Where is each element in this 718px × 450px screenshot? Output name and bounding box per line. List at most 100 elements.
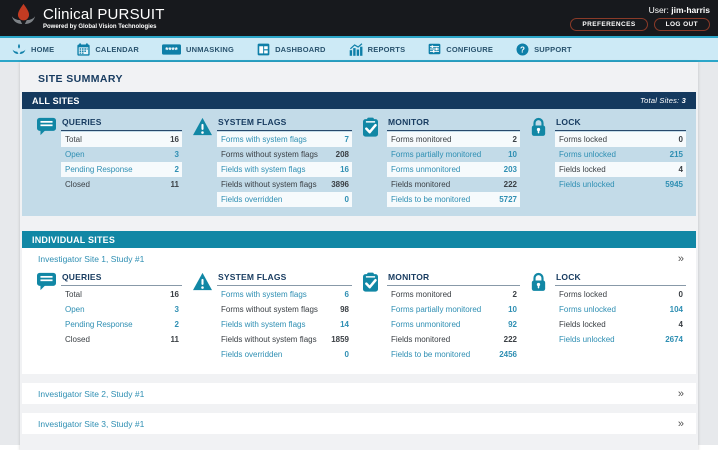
site-name[interactable]: Investigator Site 1, Study #1 — [38, 253, 145, 264]
stat-row-fields-locked: Fields locked 4 — [555, 162, 686, 177]
stat-label: Forms unmonitored — [391, 320, 461, 329]
stat-row-forms-unmonitored[interactable]: Forms unmonitored 203 — [387, 162, 520, 177]
stat-row-open[interactable]: Open 3 — [61, 302, 182, 317]
stat-value: 0 — [344, 350, 349, 359]
nav-item-dashboard[interactable]: DASHBOARD — [257, 43, 326, 56]
nav-item-label: CALENDAR — [95, 44, 139, 54]
stat-row-pending-response[interactable]: Pending Response 2 — [61, 162, 182, 177]
stat-section-monitor: MONITOR Forms monitored 2 Forms partially m… — [362, 271, 520, 362]
lock-icon — [530, 271, 555, 297]
stat-row-fields-with-system-flags[interactable]: Fields with system flags 14 — [217, 317, 352, 332]
stat-row-fields-overridden[interactable]: Fields overridden 0 — [217, 192, 352, 207]
clinical-pursuit-logo-icon — [10, 3, 37, 33]
stat-value: 2 — [512, 290, 517, 299]
stat-label: Fields with system flags — [221, 320, 306, 329]
nav-item-label: UNMASKING — [186, 44, 235, 54]
stat-row-forms-unlocked[interactable]: Forms unlocked 215 — [555, 147, 686, 162]
stat-row-fields-without-system-flags: Fields without system flags 1859 — [217, 332, 352, 347]
nav-item-home[interactable]: HOME — [12, 43, 54, 55]
stat-section-queries: QUERIES Total 16 Open 3 Pending Response 2 Clos… — [36, 271, 182, 362]
stat-label: Total — [65, 290, 82, 299]
stat-row-forms-locked: Forms locked 0 — [555, 287, 686, 302]
stat-label: Pending Response — [65, 165, 133, 174]
stat-value: 98 — [340, 305, 349, 314]
all-sites-title: ALL SITES — [32, 95, 80, 106]
stat-value: 2 — [174, 320, 179, 329]
preferences-button[interactable]: PREFERENCES — [570, 18, 648, 31]
stat-row-fields-with-system-flags[interactable]: Fields with system flags 16 — [217, 162, 352, 177]
stat-label: Fields monitored — [391, 335, 451, 344]
stat-row-fields-without-system-flags: Fields without system flags 3896 — [217, 177, 352, 192]
stat-value: 4 — [678, 165, 683, 174]
stat-label: Fields overridden — [221, 195, 283, 204]
page-title: SITE SUMMARY — [38, 73, 123, 85]
stat-label: Fields locked — [559, 165, 606, 174]
nav-item-unmasking[interactable]: **** UNMASKING — [162, 43, 235, 55]
nav-item-reports[interactable]: REPORTS — [349, 42, 406, 56]
stat-row-forms-with-system-flags[interactable]: Forms with system flags 7 — [217, 132, 352, 147]
stat-section-system-flags: SYSTEM FLAGS Forms with system flags 7 Form… — [192, 116, 352, 207]
stat-row-fields-overridden[interactable]: Fields overridden 0 — [217, 347, 352, 362]
content-card: SITE SUMMARY ALL SITES Total Sites: 3 QU… — [20, 62, 698, 450]
nav-item-support[interactable]: ? SUPPORT — [516, 43, 572, 56]
stat-row-forms-partially-monitored[interactable]: Forms partially monitored 10 — [387, 302, 520, 317]
site-toggle-investigator-site-2-study-1[interactable]: Investigator Site 2, Study #1 » — [22, 383, 696, 404]
expand-chevron-icon[interactable]: » — [677, 417, 684, 430]
stat-value: 203 — [503, 165, 517, 174]
dashboard-icon — [257, 43, 270, 56]
stat-row-forms-with-system-flags[interactable]: Forms with system flags 6 — [217, 287, 352, 302]
stat-row-fields-to-be-monitored[interactable]: Fields to be monitored 5727 — [387, 192, 520, 207]
stat-row-fields-unlocked[interactable]: Fields unlocked 2674 — [555, 332, 686, 347]
stat-value: 222 — [503, 335, 517, 344]
stat-label: Open — [65, 305, 85, 314]
stat-row-closed: Closed 11 — [61, 332, 182, 347]
site-toggle-investigator-site-1-study-1[interactable]: Investigator Site 1, Study #1 » — [22, 248, 696, 269]
sites-list: Investigator Site 1, Study #1 » QUERIES Tot… — [22, 248, 696, 434]
stat-row-forms-unmonitored[interactable]: Forms unmonitored 92 — [387, 317, 520, 332]
svg-text:?: ? — [520, 45, 525, 54]
stat-row-forms-unlocked[interactable]: Forms unlocked 104 — [555, 302, 686, 317]
section-title-queries: QUERIES — [61, 271, 182, 286]
stat-row-open[interactable]: Open 3 — [61, 147, 182, 162]
expand-chevron-icon[interactable]: » — [677, 387, 684, 400]
stat-row-forms-without-system-flags: Forms without system flags 208 — [217, 147, 352, 162]
stat-row-fields-unlocked[interactable]: Fields unlocked 5945 — [555, 177, 686, 192]
stat-value: 208 — [335, 150, 349, 159]
reports-icon — [349, 42, 363, 56]
nav-item-label: HOME — [31, 44, 55, 54]
page-background: SITE SUMMARY ALL SITES Total Sites: 3 QU… — [0, 62, 718, 450]
stat-value: 5945 — [665, 180, 683, 189]
stat-value: 11 — [170, 335, 179, 344]
stat-value: 2456 — [499, 350, 517, 359]
stat-label: Fields to be monitored — [391, 350, 471, 359]
section-title-lock: LOCK — [555, 271, 686, 286]
stat-value: 215 — [669, 150, 683, 159]
user-label: User: — [648, 5, 669, 15]
site-toggle-investigator-site-3-study-1[interactable]: Investigator Site 3, Study #1 » — [22, 413, 696, 434]
stat-value: 104 — [669, 305, 683, 314]
site-block-investigator-site-3-study-1: Investigator Site 3, Study #1 » — [22, 413, 696, 434]
site-stats: QUERIES Total 16 Open 3 Pending Response 2 Clos… — [22, 269, 696, 374]
site-name[interactable]: Investigator Site 2, Study #1 — [38, 388, 145, 399]
site-block-investigator-site-2-study-1: Investigator Site 2, Study #1 » — [22, 383, 696, 404]
stat-label: Pending Response — [65, 320, 133, 329]
stat-value: 0 — [344, 195, 349, 204]
calendar-icon — [77, 42, 90, 56]
stat-label: Fields unlocked — [559, 180, 615, 189]
nav-item-configure[interactable]: CONFIGURE — [428, 43, 493, 55]
stat-value: 16 — [340, 165, 349, 174]
section-title-system-flags: SYSTEM FLAGS — [217, 271, 352, 286]
section-title-lock: LOCK — [555, 116, 686, 131]
site-name[interactable]: Investigator Site 3, Study #1 — [38, 418, 145, 429]
stat-section-system-flags: SYSTEM FLAGS Forms with system flags 6 Form… — [192, 271, 352, 362]
user-name: jim-harris — [671, 5, 710, 15]
main-nav: HOME CALENDAR **** UNMASKING DASHBOARD REPORT… — [0, 36, 718, 62]
brand: Clinical PURSUIT Powered by Global Visio… — [10, 3, 165, 33]
logout-button[interactable]: LOG OUT — [653, 18, 710, 31]
stat-row-forms-monitored: Forms monitored 2 — [387, 132, 520, 147]
stat-row-fields-to-be-monitored[interactable]: Fields to be monitored 2456 — [387, 347, 520, 362]
stat-row-pending-response[interactable]: Pending Response 2 — [61, 317, 182, 332]
stat-row-forms-partially-monitored[interactable]: Forms partially monitored 10 — [387, 147, 520, 162]
nav-item-calendar[interactable]: CALENDAR — [77, 42, 139, 56]
expand-chevron-icon[interactable]: » — [677, 252, 684, 265]
